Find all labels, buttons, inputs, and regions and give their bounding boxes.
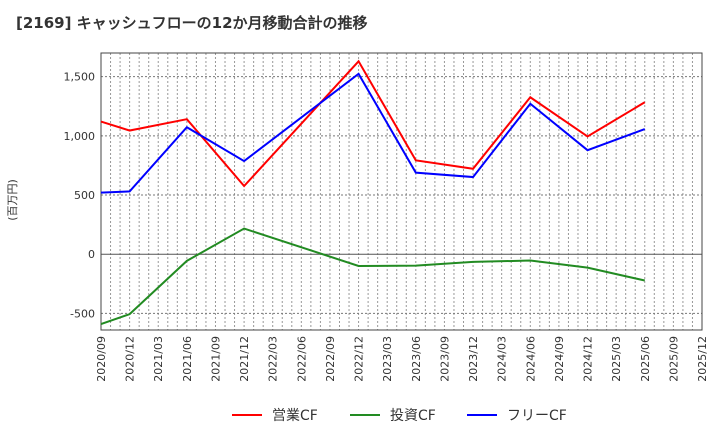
x-tick-label: 2020/09 xyxy=(95,336,108,382)
series-line-2 xyxy=(100,227,645,326)
x-tick-label: 2022/03 xyxy=(267,336,280,382)
legend-label: 営業CF xyxy=(272,408,318,424)
series-line-1 xyxy=(100,59,646,188)
x-tick-label: 2023/06 xyxy=(410,336,423,382)
x-tick-label: 2022/12 xyxy=(353,336,366,382)
plot-frame xyxy=(100,52,703,331)
legend-label: フリーCF xyxy=(507,408,567,424)
x-tick-label: 2021/03 xyxy=(152,336,165,382)
series-line-3 xyxy=(100,72,646,194)
y-axis-label: (百万円) xyxy=(6,179,19,221)
x-tick-label: 2021/06 xyxy=(181,336,194,382)
y-tick-label: 1,000 xyxy=(64,130,96,143)
x-tick-label: 2024/09 xyxy=(553,336,566,382)
x-tick-label: 2024/03 xyxy=(496,336,509,382)
x-tick-label: 2025/12 xyxy=(696,336,709,382)
x-tick-label: 2021/12 xyxy=(238,336,251,382)
x-tick-label: 2025/06 xyxy=(639,336,652,382)
x-tick-label: 2022/06 xyxy=(295,336,308,382)
x-tick-label: 2020/12 xyxy=(124,336,137,382)
x-tick-label: 2025/09 xyxy=(667,336,680,382)
x-tick-label: 2022/09 xyxy=(324,336,337,382)
y-tick-label: 500 xyxy=(74,189,95,202)
x-tick-label: 2024/06 xyxy=(524,336,537,382)
x-tick-label: 2023/09 xyxy=(438,336,451,382)
legend-label: 投資CF xyxy=(390,408,436,424)
x-tick-label: 2021/09 xyxy=(209,336,222,382)
y-tick-label: 1,500 xyxy=(64,71,96,84)
y-tick-label: -500 xyxy=(70,307,95,320)
chart-title: [2169] キャッシュフローの12か月移動合計の推移 xyxy=(16,14,368,32)
x-tick-label: 2023/12 xyxy=(467,336,480,382)
x-tick-label: 2023/03 xyxy=(381,336,394,382)
x-tick-label: 2024/12 xyxy=(582,336,595,382)
x-tick-label: 2025/03 xyxy=(610,336,623,382)
y-tick-label: 0 xyxy=(88,248,95,261)
